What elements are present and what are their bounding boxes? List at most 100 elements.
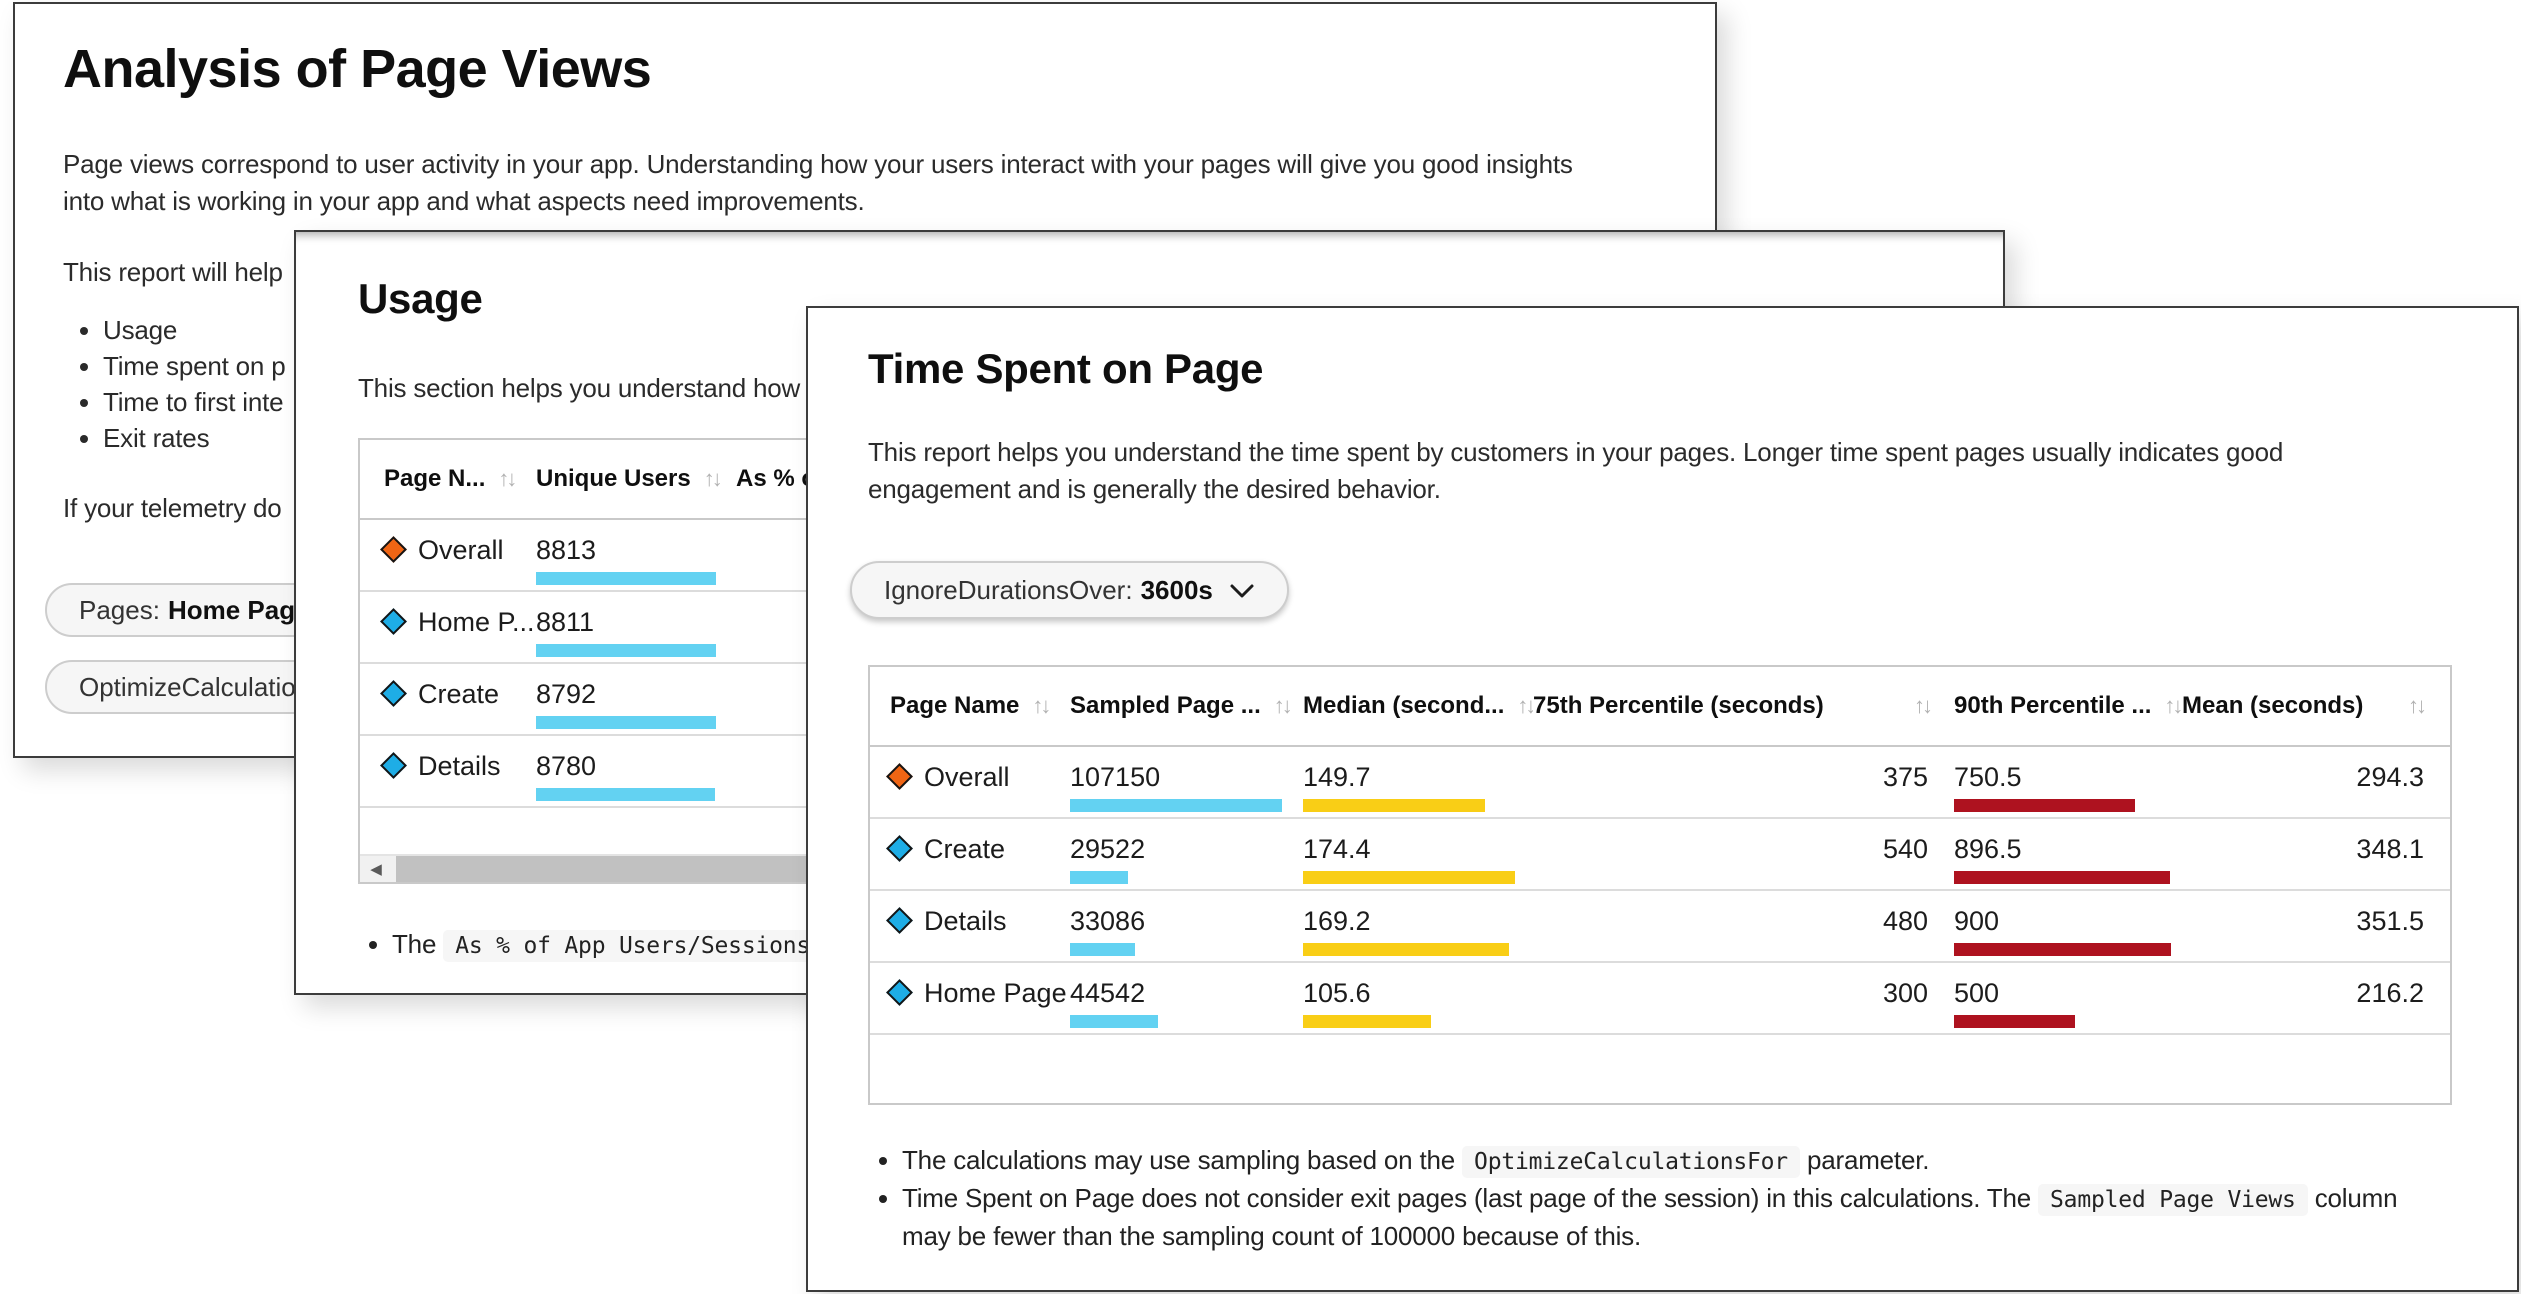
percentile-90-cell: 500 xyxy=(1954,963,2182,1033)
table-row[interactable]: Overall 107150 149.7 375 750.5 294.3 xyxy=(870,747,2450,819)
column-header-label: Page N... xyxy=(384,465,486,492)
note-text: may be fewer than the sampling count of … xyxy=(902,1221,1641,1251)
unique-users-cell-value: 8780 xyxy=(536,751,597,781)
ignore-durations-dropdown[interactable]: IgnoreDurationsOver: 3600s xyxy=(850,561,1289,619)
optimize-calculations-label: OptimizeCalculations xyxy=(79,671,324,702)
median-cell-bar xyxy=(1303,1015,1431,1028)
table-row[interactable]: Details 8780 xyxy=(360,736,1856,808)
sort-icon[interactable]: ↑↓ xyxy=(1273,693,1293,718)
unique-users-cell: 8811 xyxy=(536,592,736,662)
usage-title: Usage xyxy=(358,275,483,322)
page-title: Analysis of Page Views xyxy=(63,39,652,99)
mean-cell: 348.1 xyxy=(2182,819,2430,889)
column-header-label: Mean (seconds) xyxy=(2182,692,2364,719)
sort-icon[interactable]: ↑↓ xyxy=(1517,693,1533,718)
percentile-90-cell-value: 896.5 xyxy=(1954,834,2022,864)
mean-cell: 294.3 xyxy=(2182,747,2430,817)
page-name-cell: Details xyxy=(886,891,1070,961)
list-item: Exit rates xyxy=(103,420,285,456)
percentile-90-cell: 896.5 xyxy=(1954,819,2182,889)
diamond-icon xyxy=(380,608,407,635)
percentile-75-cell-value: 375 xyxy=(1882,762,1928,792)
sort-icon[interactable]: ↑↓ xyxy=(2408,693,2427,718)
median-cell: 169.2 xyxy=(1303,891,1533,961)
sort-icon[interactable]: ↑↓ xyxy=(2164,693,2182,718)
percentile-75-cell: 300 xyxy=(1533,963,1954,1033)
unique-users-cell: 8813 xyxy=(536,520,736,590)
table-row[interactable]: Create 29522 174.4 540 896.5 348.1 xyxy=(870,819,2450,891)
usage-notes: The As % of App Users/Sessions/V xyxy=(358,926,1758,964)
column-header-90th-percentile[interactable]: 90th Percentile ... ↑↓ xyxy=(1954,692,2182,720)
report-sections-list: Usage Time spent on p Time to first inte… xyxy=(63,312,286,456)
percentile-90-cell-value: 750.5 xyxy=(1954,762,2022,792)
page-name-cell: Overall xyxy=(886,747,1070,817)
sampled-page-views-cell-bar xyxy=(1070,1015,1158,1028)
sampled-page-views-cell-bar xyxy=(1070,871,1128,884)
window-time-spent-on-page: Time Spent on Page This report helps you… xyxy=(806,306,2519,1292)
median-cell-bar xyxy=(1303,943,1509,956)
code-span: As % of App Users/Sessions/V xyxy=(443,930,850,962)
page-name-cell: Home P... xyxy=(380,592,536,662)
note-text: Time Spent on Page does not consider exi… xyxy=(902,1183,2039,1213)
column-header-label: 90th Percentile ... xyxy=(1954,692,2152,719)
page-name-cell: Create xyxy=(886,819,1070,889)
list-item: Time spent on p xyxy=(103,348,286,384)
page-name-label: Home P... xyxy=(418,607,535,637)
sort-icon[interactable]: ↑↓ xyxy=(498,466,517,491)
sort-icon[interactable]: ↑↓ xyxy=(1914,693,1933,718)
mean-cell-value: 351.5 xyxy=(2356,906,2424,936)
page-name-label: Create xyxy=(924,834,1006,864)
percentile-75-cell: 375 xyxy=(1533,747,1954,817)
timespent-table: Page Name ↑↓ Sampled Page ... ↑↓ Median … xyxy=(868,665,2452,1105)
percentile-90-cell: 900 xyxy=(1954,891,2182,961)
note-item: The As % of App Users/Sessions/V xyxy=(392,926,1758,964)
diamond-icon xyxy=(380,752,407,779)
percentile-90-cell-bar xyxy=(1954,943,2171,956)
chevron-down-icon xyxy=(1229,575,1255,606)
timespent-description: This report helps you understand the tim… xyxy=(868,437,2284,504)
median-cell-bar xyxy=(1303,799,1485,812)
sort-icon[interactable]: ↑↓ xyxy=(1032,693,1051,718)
percentile-90-cell-value: 500 xyxy=(1954,978,2000,1008)
note-text: parameter. xyxy=(1799,1145,1930,1175)
diamond-icon xyxy=(886,835,913,862)
median-cell: 149.7 xyxy=(1303,747,1533,817)
page-name-cell: Details xyxy=(380,736,536,806)
scroll-left-arrow-icon[interactable]: ◀ xyxy=(370,861,382,878)
timespent-table-header: Page Name ↑↓ Sampled Page ... ↑↓ Median … xyxy=(870,667,2450,747)
column-header-sampled-page-views[interactable]: Sampled Page ... ↑↓ xyxy=(1070,692,1303,720)
diamond-icon xyxy=(886,979,913,1006)
ignore-durations-label: IgnoreDurationsOver: xyxy=(884,574,1133,605)
sort-icon[interactable]: ↑↓ xyxy=(703,466,723,491)
note-text: The calculations may use sampling based … xyxy=(902,1145,1463,1175)
column-header-mean[interactable]: Mean (seconds) ↑↓ xyxy=(2182,692,2430,720)
column-header-median[interactable]: Median (second... ↑↓ xyxy=(1303,692,1533,720)
list-item: Time to first inte xyxy=(103,384,285,420)
percentile-75-cell: 480 xyxy=(1533,891,1954,961)
table-row[interactable]: Home Page 44542 105.6 300 500 216.2 xyxy=(870,963,2450,1035)
table-empty-area xyxy=(870,1035,2450,1103)
pages-filter-label: Pages: xyxy=(79,594,160,625)
diamond-icon xyxy=(380,536,407,563)
table-row[interactable]: Details 33086 169.2 480 900 351.5 xyxy=(870,891,2450,963)
column-header-page-name[interactable]: Page Name ↑↓ xyxy=(890,692,1070,720)
mean-cell-value: 216.2 xyxy=(2356,978,2424,1008)
ignore-durations-value: 3600s xyxy=(1140,574,1213,605)
sampled-page-views-cell: 107150 xyxy=(1070,747,1303,817)
page-name-cell: Create xyxy=(380,664,536,734)
column-header-75th-percentile[interactable]: 75th Percentile (seconds) ↑↓ xyxy=(1533,692,1954,720)
page-name-label: Overall xyxy=(924,762,1010,792)
column-header-unique-users[interactable]: Unique Users ↑↓ xyxy=(536,465,736,493)
column-header-page-name[interactable]: Page N... ↑↓ xyxy=(384,465,536,493)
column-header-label: Sampled Page ... xyxy=(1070,692,1261,719)
unique-users-cell-value: 8813 xyxy=(536,535,597,565)
percentile-75-cell-value: 540 xyxy=(1882,834,1928,864)
sampled-page-views-cell: 29522 xyxy=(1070,819,1303,889)
timespent-title: Time Spent on Page xyxy=(868,345,1264,392)
code-span: OptimizeCalculationsFor xyxy=(1462,1146,1800,1178)
unique-users-cell-value: 8811 xyxy=(536,607,595,637)
median-cell-bar xyxy=(1303,871,1515,884)
column-header-label: 75th Percentile (seconds) xyxy=(1533,692,1824,719)
unique-users-cell-value: 8792 xyxy=(536,679,597,709)
sampled-page-views-cell-value: 29522 xyxy=(1070,834,1146,864)
